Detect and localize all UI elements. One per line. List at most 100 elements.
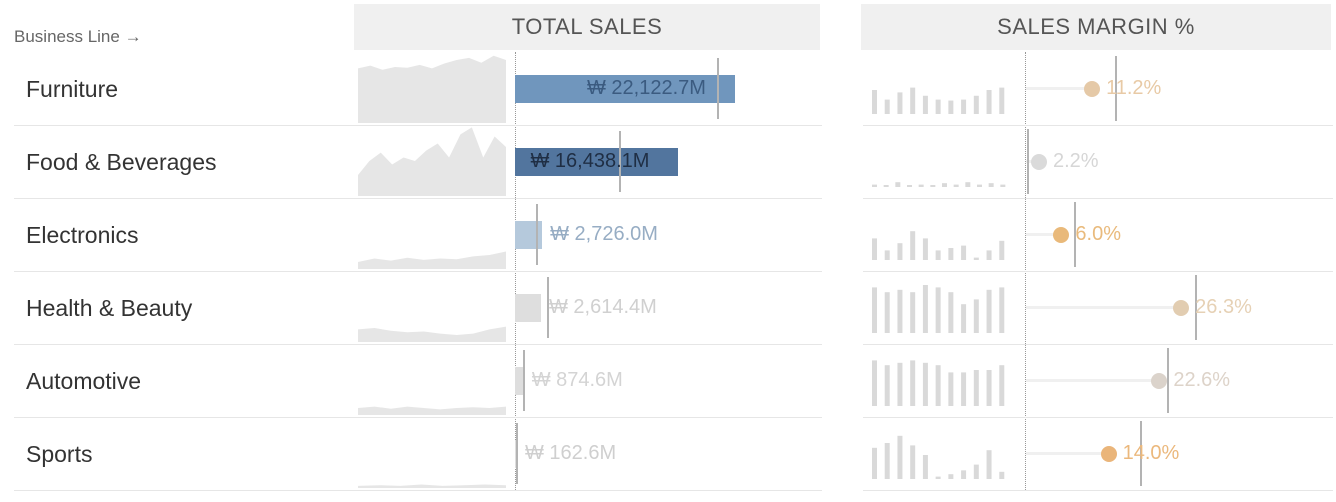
- row-divider: [14, 198, 822, 199]
- margin-dot[interactable]: [1053, 226, 1070, 243]
- total-sales-bar[interactable]: [515, 366, 524, 395]
- row-label[interactable]: Furniture: [26, 75, 119, 102]
- margin-dot[interactable]: [1100, 445, 1117, 462]
- margin-mini-bar: [961, 99, 967, 114]
- margin-mini-bar: [897, 243, 903, 260]
- sparkline-area: [358, 406, 506, 415]
- margin-mini-bar: [910, 445, 916, 479]
- margin-target-line: [1073, 202, 1076, 267]
- margin-mini-bar: [986, 90, 992, 114]
- margin-mini-bar: [883, 185, 889, 187]
- row-divider: [863, 344, 1333, 345]
- margin-stem: [1026, 306, 1182, 309]
- sales-target-line: [535, 204, 538, 265]
- margin-mini-bar: [986, 370, 992, 406]
- row-divider: [863, 417, 1333, 418]
- total-sales-label: ₩ 2,726.0M: [550, 222, 658, 245]
- margin-mini-bar: [922, 95, 928, 114]
- row-divider: [863, 490, 1333, 491]
- row-label[interactable]: Health & Beauty: [26, 294, 193, 321]
- total-sales-label: ₩ 22,122.7M: [587, 76, 706, 99]
- margin-mini-bar: [961, 372, 967, 406]
- margin-mini-bar: [935, 365, 941, 406]
- margin-mini-bar: [897, 362, 903, 406]
- margin-mini-bars: [872, 285, 1005, 333]
- margin-mini-bar: [907, 185, 912, 187]
- margin-mini-bar: [999, 365, 1005, 406]
- margin-mini-bars: [872, 182, 1006, 187]
- margin-mini-bar: [948, 292, 954, 333]
- margin-mini-bar: [986, 250, 992, 260]
- sales-target-line: [515, 423, 518, 484]
- margin-dot[interactable]: [1173, 299, 1190, 316]
- margin-dot[interactable]: [1084, 80, 1101, 97]
- margin-header-band: [861, 4, 1331, 50]
- margin-label: 11.2%: [1106, 76, 1162, 99]
- margin-mini-bar: [922, 238, 928, 260]
- row-label[interactable]: Food & Beverages: [26, 148, 217, 175]
- margin-mini-bar: [935, 287, 941, 333]
- margin-dot[interactable]: [1151, 372, 1168, 389]
- margin-label: 26.3%: [1195, 295, 1252, 318]
- sales-margin-header: SALES MARGIN %: [997, 14, 1195, 39]
- margin-mini-bar: [884, 99, 890, 114]
- total-sales-bar[interactable]: [515, 220, 543, 249]
- margin-mini-bar: [918, 184, 924, 187]
- row-divider: [863, 271, 1333, 272]
- margin-mini-bar: [922, 455, 928, 479]
- margin-mini-bar: [986, 289, 992, 333]
- margin-mini-bar: [922, 362, 928, 406]
- margin-mini-bar: [922, 285, 928, 333]
- sales-sparkline: [358, 251, 506, 269]
- sparkline-area: [358, 251, 506, 269]
- sparkline-area: [358, 127, 506, 196]
- total-sales-bar[interactable]: [515, 147, 679, 176]
- total-sales-label: ₩ 874.6M: [531, 368, 623, 391]
- sparkline-area: [358, 484, 506, 488]
- margin-mini-bar: [973, 464, 979, 479]
- margin-mini-bar: [872, 360, 877, 406]
- row-divider: [14, 417, 822, 418]
- row-label[interactable]: Automotive: [26, 367, 142, 394]
- margin-label: 14.0%: [1122, 441, 1180, 464]
- row-label[interactable]: Electronics: [26, 221, 139, 248]
- business-line-label[interactable]: Business Line →: [14, 27, 142, 46]
- margin-target-line: [1194, 275, 1197, 340]
- margin-dot[interactable]: [1030, 153, 1047, 170]
- margin-mini-bar: [910, 87, 916, 114]
- row-divider: [863, 125, 1333, 126]
- margin-mini-bar: [897, 289, 903, 333]
- margin-mini-bar: [986, 450, 992, 479]
- margin-target-line: [1027, 129, 1030, 194]
- margin-mini-bar: [948, 248, 954, 260]
- margin-mini-bar: [973, 299, 979, 333]
- margin-mini-bar: [935, 250, 941, 260]
- margin-mini-bars: [872, 435, 1005, 479]
- total-sales-bar[interactable]: [515, 74, 735, 103]
- margin-mini-bar: [988, 183, 994, 187]
- margin-label: 6.0%: [1075, 222, 1121, 245]
- sales-target-line: [523, 350, 526, 411]
- margin-mini-bar: [872, 184, 877, 187]
- margin-mini-bar: [872, 287, 877, 333]
- margin-target-line: [1140, 421, 1143, 486]
- margin-stem: [1026, 379, 1160, 382]
- margin-mini-bar: [961, 470, 967, 479]
- margin-mini-bar: [872, 238, 877, 260]
- sales-sparkline: [358, 326, 506, 342]
- sparkline-area: [358, 326, 506, 342]
- sales-target-line: [619, 131, 622, 192]
- margin-mini-bar: [961, 245, 967, 260]
- margin-mini-bars: [872, 87, 1005, 114]
- total-sales-bar[interactable]: [515, 293, 541, 322]
- margin-mini-bar: [910, 231, 916, 260]
- sales-sparkline: [358, 127, 506, 196]
- margin-mini-bar: [897, 92, 903, 114]
- margin-mini-bar: [953, 184, 959, 187]
- margin-mini-bar: [948, 372, 954, 406]
- row-label[interactable]: Sports: [26, 440, 93, 467]
- margin-mini-bar: [973, 257, 979, 260]
- row-divider: [14, 125, 822, 126]
- margin-mini-bar: [897, 435, 903, 479]
- margin-label: 22.6%: [1173, 368, 1231, 391]
